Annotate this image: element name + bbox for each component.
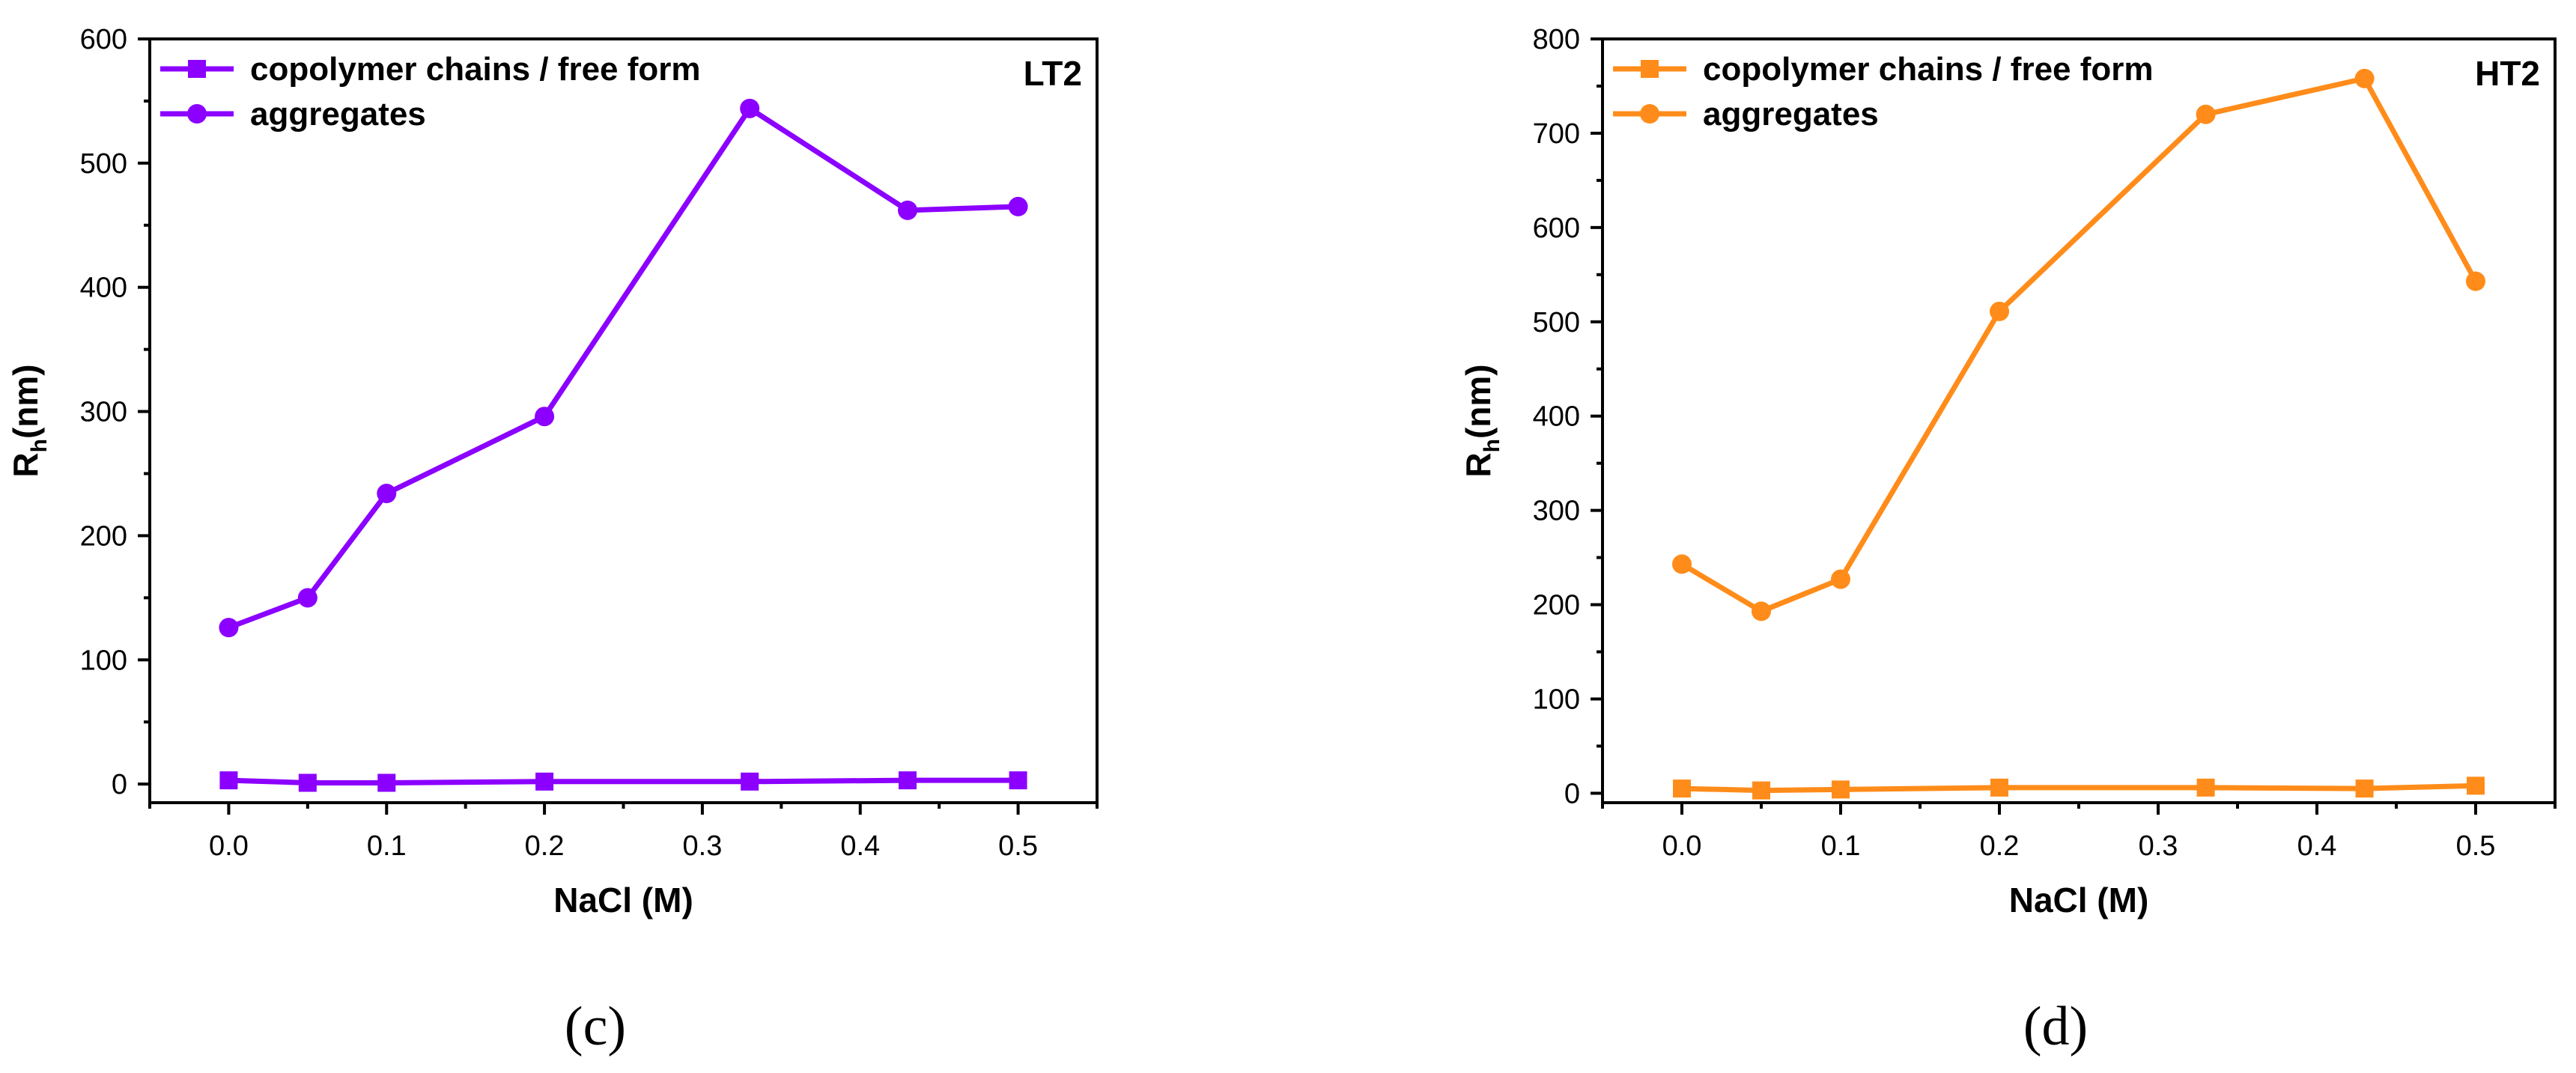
y-axis-title-unit: (nm) [1459,364,1498,439]
chart-panel-ht2: 0.0 0.1 0.2 0.3 0.4 0.5 0 100 200 300 400 500 600 700… [1459,24,2557,1057]
data-point-square [377,773,396,792]
data-point-square [2355,779,2374,798]
data-point-circle [2354,68,2375,88]
series-line [228,106,1018,630]
data-point-square [741,772,759,791]
plot-frame [1601,37,2557,804]
legend: copolymer chains / free form aggregates [1613,51,2154,133]
data-point-square [2467,776,2485,795]
data-point-circle [898,200,917,220]
series-aggregates [1672,68,2485,621]
y-axis-title-subscript: h [27,439,52,452]
series-copolymer-free-form [219,771,1027,792]
x-tick-label: 0.3 [683,830,723,862]
data-point-circle [2466,271,2485,291]
y-tick-label: 100 [1533,684,1580,715]
y-tick-label: 100 [80,645,127,676]
data-point-circle [1008,196,1028,216]
data-point-circle [219,618,239,638]
series-copolymer-free-form [1673,776,2485,800]
y-tick-label: 0 [112,769,127,800]
data-point-circle [1990,301,2009,321]
y-tick-label: 300 [80,397,127,428]
x-tick-label: 0.4 [840,830,880,862]
chart-panel-lt2: 0.0 0.1 0.2 0.3 0.4 0.5 0 100 200 300 400 500 600 NaC… [6,24,1099,1057]
x-tick-label: 0.1 [1821,830,1861,862]
x-axis-title: NaCl (M) [2009,881,2149,920]
y-tick-label: 200 [80,520,127,552]
y-tick-label: 500 [1533,307,1580,338]
x-tick-label: 0.2 [525,830,565,862]
y-axis-title-subscript: h [1480,439,1504,452]
data-point-circle [2196,104,2216,124]
data-point-circle [740,98,760,118]
legend-marker-circle [1640,104,1659,124]
data-point-square [2196,778,2215,797]
data-point-square [899,771,917,790]
series-aggregates [219,98,1028,638]
data-point-circle [535,407,555,427]
data-point-circle [297,588,318,608]
legend-marker-square [1641,60,1659,78]
data-point-circle [1831,569,1850,589]
y-tick-label: 800 [1533,24,1580,55]
series-line [1680,76,2479,614]
data-point-square [535,772,554,791]
x-tick-label: 0.5 [2456,830,2496,862]
y-axis-title: Rh(nm) [6,364,52,477]
y-axis-title-main: R [1459,452,1498,477]
x-axis-title: NaCl (M) [553,881,693,920]
data-point-square [1009,771,1027,790]
y-tick-label: 600 [1533,213,1580,244]
legend-label: copolymer chains / free form [250,51,701,88]
x-tick-label: 0.4 [2297,830,2337,862]
x-tick-label: 0.1 [367,830,407,862]
x-tick-label: 0.0 [1662,830,1702,862]
y-tick-label: 500 [80,148,127,180]
x-tick-label: 0.5 [998,830,1038,862]
panel-tag: HT2 [2475,54,2540,93]
y-tick-label: 400 [80,273,127,304]
data-point-circle [1672,554,1692,574]
data-point-circle [1752,601,1771,621]
legend-label: copolymer chains / free form [1703,51,2154,88]
y-tick-label: 300 [1533,496,1580,527]
data-point-square [1832,780,1850,799]
y-tick-label: 600 [80,24,127,55]
data-point-square [1990,778,2008,797]
panel-caption: (c) [565,996,626,1057]
data-point-circle [377,484,397,504]
y-axis-title-unit: (nm) [6,364,45,439]
panel-tag: LT2 [1024,54,1082,93]
legend: copolymer chains / free form aggregates [160,51,701,133]
y-tick-label: 700 [1533,118,1580,150]
x-tick-label: 0.2 [1980,830,2020,862]
legend-label: aggregates [250,96,426,133]
x-tick-label: 0.0 [209,830,249,862]
y-tick-label: 0 [1564,778,1580,809]
y-tick-label: 400 [1533,401,1580,433]
plot-frame [148,37,1099,804]
data-point-square [1673,779,1691,798]
legend-label: aggregates [1703,96,1879,133]
y-tick-label: 200 [1533,590,1580,621]
data-point-square [219,771,238,790]
panel-caption: (d) [2023,996,2088,1057]
y-axis-title: Rh(nm) [1459,364,1504,477]
x-tick-label: 0.3 [2139,830,2178,862]
y-axis-title-main: R [6,452,45,477]
data-point-square [298,773,317,792]
data-point-square [1752,781,1770,800]
legend-marker-square [188,60,206,78]
legend-marker-circle [187,104,207,124]
